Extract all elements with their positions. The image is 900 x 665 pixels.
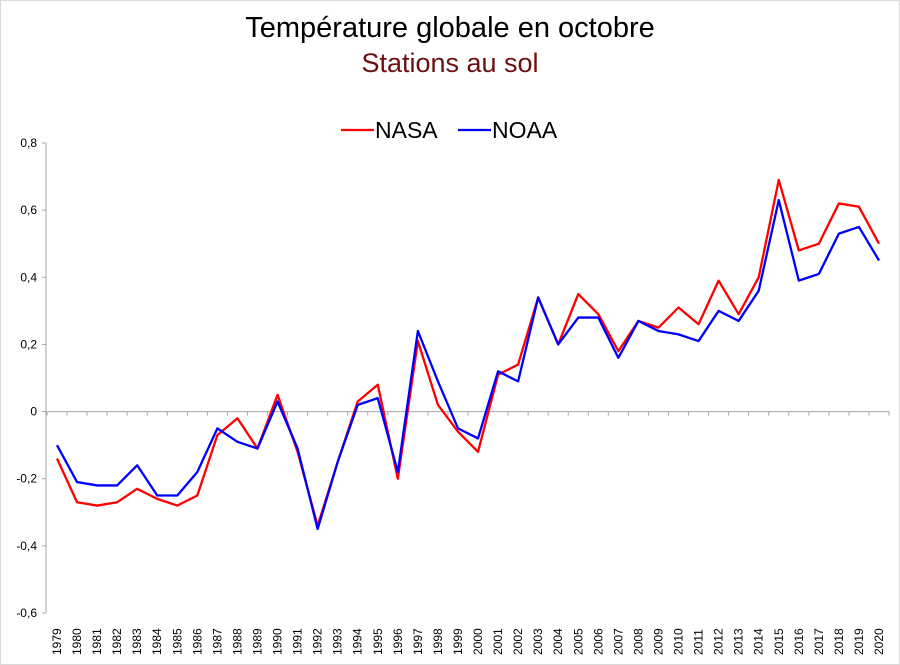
x-tick-label: 1998: [431, 628, 445, 655]
x-tick-label: 2014: [752, 628, 766, 655]
x-tick-label: 2010: [672, 628, 686, 655]
y-tick-label: -0,6: [16, 606, 37, 620]
legend-label-nasa: NASA: [375, 117, 438, 143]
x-tick-label: 2017: [812, 628, 826, 655]
x-tick-label: 1990: [271, 628, 285, 655]
x-tick-label: 2015: [772, 628, 786, 655]
x-tick-label: 2004: [551, 628, 565, 655]
x-tick-label: 1983: [130, 628, 144, 655]
x-tick-label: 2000: [471, 628, 485, 655]
x-tick-label: 1980: [70, 628, 84, 655]
x-tick-label: 1996: [391, 628, 405, 655]
x-tick-label: 1994: [351, 628, 365, 655]
x-tick-label: 2011: [692, 629, 706, 655]
x-tick-label: 2008: [631, 628, 645, 655]
series-line-nasa: [55, 178, 881, 527]
chart-subtitle: Stations au sol: [361, 48, 539, 78]
x-tick-label: 1997: [411, 628, 425, 655]
x-tick-label: 1988: [230, 628, 244, 655]
y-tick-label: 0: [30, 405, 37, 419]
x-tick-label: 2005: [571, 628, 585, 655]
x-tick-label: 1993: [331, 628, 345, 655]
x-tick-label: 2020: [872, 628, 886, 655]
legend-label-noaa: NOAA: [492, 117, 558, 143]
x-tick-label: 2013: [732, 628, 746, 655]
y-tick-label: 0,2: [20, 337, 37, 351]
x-tick-label: 2003: [531, 628, 545, 655]
x-tick-label: 1984: [150, 628, 164, 655]
y-tick-label: -0,2: [16, 472, 37, 486]
x-tick-label: 1982: [110, 628, 124, 655]
x-tick-label: 2006: [591, 628, 605, 655]
x-tick-label: 1986: [190, 628, 204, 655]
y-tick-label: -0,4: [16, 539, 37, 553]
x-tick-label: 1985: [170, 628, 184, 655]
x-tick-label: 1979: [50, 628, 64, 655]
x-tick-label: 2002: [511, 628, 525, 655]
x-tick-label: 2016: [792, 628, 806, 655]
x-tick-label: 2019: [852, 628, 866, 655]
x-tick-label: 2009: [651, 628, 665, 655]
y-tick-label: 0,8: [20, 136, 37, 150]
x-tick-label: 2001: [491, 628, 505, 655]
series-line-noaa: [55, 198, 880, 531]
x-tick-label: 1987: [210, 628, 224, 655]
x-tick-label: 1999: [451, 628, 465, 655]
y-tick-label: 0,4: [20, 270, 37, 284]
chart-title: Température globale en octobre: [245, 12, 655, 44]
x-tick-label: 1995: [371, 628, 385, 655]
x-tick-label: 2018: [832, 628, 846, 655]
x-tick-label: 2007: [611, 628, 625, 655]
y-tick-label: 0,6: [20, 203, 37, 217]
x-tick-label: 1981: [90, 628, 104, 655]
x-tick-label: 2012: [712, 628, 726, 655]
x-tick-label: 1992: [311, 628, 325, 655]
x-tick-label: 1991: [291, 628, 305, 655]
x-tick-label: 1989: [250, 628, 264, 655]
